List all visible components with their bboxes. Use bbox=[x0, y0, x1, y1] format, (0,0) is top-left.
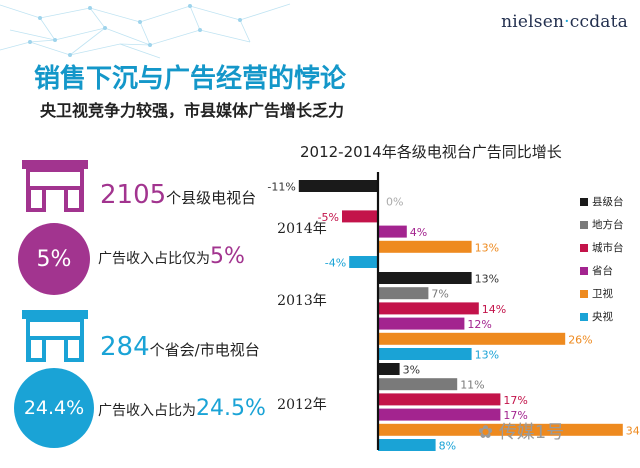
bar bbox=[378, 272, 472, 284]
legend-item: 央视 bbox=[580, 305, 624, 328]
bar bbox=[378, 363, 400, 375]
legend-item: 城市台 bbox=[580, 236, 624, 259]
bar bbox=[378, 348, 472, 360]
data-label: 12% bbox=[467, 318, 491, 331]
county-share-circle: 5% bbox=[18, 223, 90, 295]
data-label: 8% bbox=[439, 440, 456, 453]
province-share-text: 广告收入占比为24.5% bbox=[98, 396, 266, 421]
data-label: -11% bbox=[267, 181, 295, 194]
data-label: 14% bbox=[482, 303, 506, 316]
data-label: 4% bbox=[410, 226, 427, 239]
data-label: 3% bbox=[403, 364, 420, 377]
data-label: 17% bbox=[503, 394, 527, 407]
data-label: -4% bbox=[325, 257, 346, 270]
legend-swatch bbox=[580, 220, 588, 229]
province-share-circle: 24.4% bbox=[14, 368, 94, 448]
county-station-count: 2105个县级电视台 bbox=[100, 180, 257, 210]
category-label: 2013年 bbox=[277, 293, 327, 309]
data-label: 7% bbox=[431, 288, 448, 301]
chart-legend: 县级台 地方台 城市台 省台 卫视 央视 bbox=[580, 190, 624, 328]
watermark: ✿ 传媒1号 bbox=[478, 422, 565, 443]
bar bbox=[349, 256, 378, 268]
data-label: -5% bbox=[318, 211, 339, 224]
bar bbox=[378, 240, 472, 253]
legend-swatch bbox=[580, 312, 588, 321]
page-title: 销售下沉与广告经营的悖论 bbox=[34, 64, 347, 94]
legend-swatch bbox=[580, 243, 588, 252]
category-label: 2014年 bbox=[277, 221, 327, 237]
data-label: 0% bbox=[386, 196, 403, 209]
bar bbox=[378, 317, 465, 330]
data-label: 11% bbox=[460, 379, 484, 392]
legend-swatch bbox=[580, 266, 588, 275]
brand-logo: nielsen·ccdata bbox=[501, 12, 628, 32]
network-decoration bbox=[0, 3, 291, 59]
data-label: 34% bbox=[626, 424, 640, 437]
legend-swatch bbox=[580, 197, 588, 206]
data-label: 26% bbox=[568, 333, 592, 346]
legend-item: 县级台 bbox=[580, 190, 624, 213]
category-label: 2012年 bbox=[277, 397, 327, 413]
page-subtitle: 央卫视竞争力较强，市县媒体广告增长乏力 bbox=[40, 101, 345, 120]
province-station-building-icon bbox=[22, 310, 88, 362]
bar bbox=[378, 302, 479, 315]
bar bbox=[378, 408, 501, 421]
data-label: 13% bbox=[475, 349, 499, 362]
bar bbox=[342, 210, 378, 223]
bar bbox=[378, 332, 566, 345]
bar bbox=[378, 287, 429, 300]
legend-item: 省台 bbox=[580, 259, 624, 282]
bar bbox=[378, 423, 623, 436]
county-station-building-icon bbox=[22, 160, 88, 212]
data-label: 17% bbox=[503, 409, 527, 422]
legend-swatch bbox=[580, 289, 588, 298]
bar bbox=[298, 180, 378, 192]
bar bbox=[378, 393, 501, 406]
bar bbox=[378, 439, 436, 451]
bar bbox=[378, 378, 458, 391]
bar bbox=[378, 225, 407, 238]
chart-title: 2012-2014年各级电视台广告同比增长 bbox=[300, 143, 562, 161]
data-label: 13% bbox=[475, 273, 499, 286]
data-label: 13% bbox=[475, 241, 499, 254]
legend-item: 卫视 bbox=[580, 282, 624, 305]
county-share-text: 广告收入占比仅为5% bbox=[98, 244, 245, 269]
legend-item: 地方台 bbox=[580, 213, 624, 236]
province-station-count: 284个省会/市电视台 bbox=[100, 332, 260, 362]
